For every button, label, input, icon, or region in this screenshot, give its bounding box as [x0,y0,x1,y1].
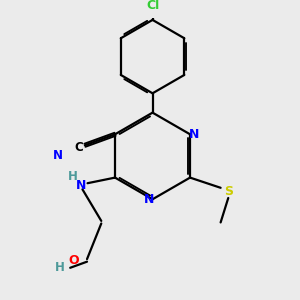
Text: C: C [75,141,83,154]
Text: N: N [144,193,154,206]
Text: H: H [55,261,65,274]
Text: N: N [76,179,86,192]
Text: N: N [188,128,199,141]
Text: Cl: Cl [146,0,159,12]
Text: O: O [68,254,79,267]
Text: H: H [68,169,78,183]
Text: N: N [52,149,63,162]
Text: S: S [224,185,233,198]
